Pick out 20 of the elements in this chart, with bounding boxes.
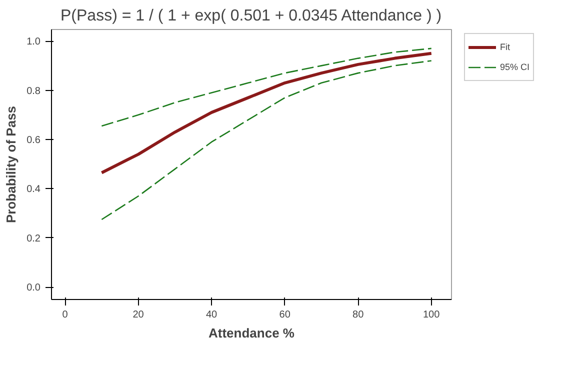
y-tick-label: 0.0 <box>26 282 41 294</box>
line-series <box>101 60 432 220</box>
line-series <box>101 48 432 127</box>
y-tick-label: 0.4 <box>26 184 41 196</box>
y-tick-label: 1.0 <box>26 36 41 48</box>
y-tick-label: 0.6 <box>26 135 41 146</box>
y-tick-label: 0.8 <box>26 86 41 97</box>
chart-title: P(Pass) = 1 / ( 1 + exp( 0.501 + 0.0345 Attendance ) ) <box>60 8 442 24</box>
x-tick-label: 80 <box>352 310 364 320</box>
y-axis-title: Probability of Pass <box>4 106 19 224</box>
x-tick-label: 100 <box>423 310 440 320</box>
x-tick-label: 40 <box>206 310 218 320</box>
line-series <box>100 52 433 174</box>
x-tick-label: 60 <box>279 310 291 320</box>
legend-label: Fit <box>500 42 511 52</box>
legend-label: 95% CI <box>500 62 530 72</box>
x-tick-label: 20 <box>132 310 144 320</box>
x-axis-title: Attendance % <box>208 326 295 340</box>
x-tick-label: 0 <box>62 310 68 320</box>
y-tick-label: 0.2 <box>26 233 41 244</box>
